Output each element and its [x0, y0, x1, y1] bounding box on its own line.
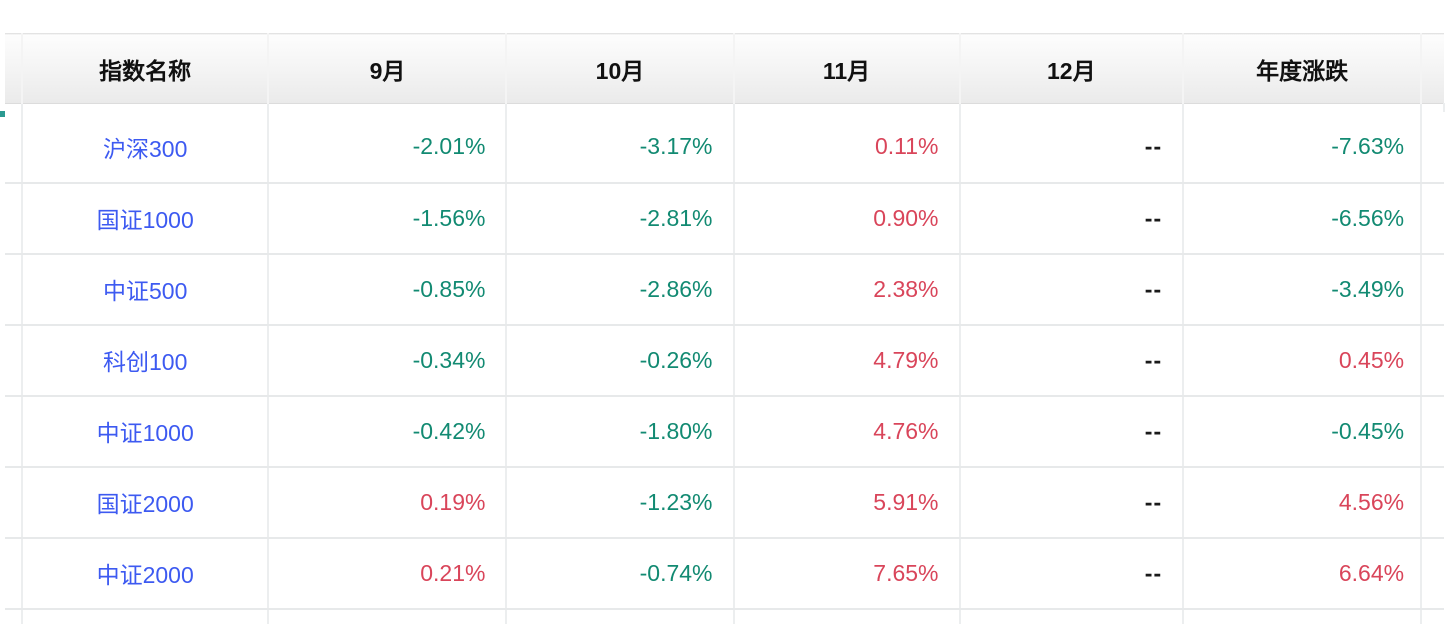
value-cell: -0.42% [268, 395, 508, 468]
value-cell: -- [959, 466, 1185, 539]
table-row: 中证1000 -0.42% -1.80% 4.76% -- -0.45% [5, 395, 1444, 468]
row-right-sliver [1421, 253, 1444, 326]
value-cell: 0.11% [733, 111, 961, 184]
value-cell: -1.80% [506, 395, 735, 468]
row-left-sliver [5, 537, 23, 610]
value-cell: -- [959, 395, 1185, 468]
table-row: 中证2000 0.21% -0.74% 7.65% -- 6.64% [5, 537, 1444, 610]
table-body: 沪深300 -2.01% -3.17% 0.11% -- -7.63% 国证1000 -1.5… [5, 111, 1444, 624]
header-september: 9月 [268, 33, 508, 104]
value-cell: -2.81% [506, 182, 735, 255]
table-row: 科创100 -0.34% -0.26% 4.79% -- 0.45% [5, 324, 1444, 397]
index-link[interactable]: 沪深300 [102, 135, 188, 162]
index-link[interactable]: 科创100 [102, 349, 188, 375]
header-left-sliver [5, 33, 23, 104]
index-name-cell: 科创100 [21, 324, 270, 397]
row-left-sliver [5, 466, 23, 539]
value-cell: -- [959, 182, 1185, 255]
index-name-cell: 中证1000 [21, 395, 270, 468]
row-left-sliver [5, 182, 23, 255]
value-cell: 6.64% [1183, 537, 1423, 610]
index-name-cell: 沪深300 [21, 111, 270, 184]
value-cell: -- [959, 324, 1185, 397]
index-link[interactable]: 国证1000 [96, 207, 194, 233]
table-header: 指数名称 9月 10月 11月 12月 年度涨跌 [5, 33, 1445, 112]
value-cell: 0.21% [268, 537, 508, 610]
value-cell: -- [959, 537, 1185, 610]
value-cell: 7.65% [733, 537, 961, 610]
index-name-cell: 国证2000 [21, 466, 270, 539]
value-cell: -0.34% [268, 324, 508, 397]
value-cell: -0.45% [1183, 395, 1423, 468]
row-right-sliver [1421, 324, 1444, 397]
value-cell: -6.56% [1183, 182, 1423, 255]
index-link[interactable]: 中证1000 [96, 420, 194, 446]
row-right-sliver [1421, 537, 1444, 610]
table-row: 国证2000 0.19% -1.23% 5.91% -- 4.56% [5, 466, 1444, 539]
row-right-sliver [1421, 466, 1444, 539]
index-name-cell: 中证500 [21, 253, 270, 326]
value-cell: -7.63% [1183, 111, 1423, 184]
value-cell: 4.76% [733, 395, 961, 468]
value-cell: 0.45% [1183, 324, 1423, 397]
index-name-cell: 国证1000 [21, 182, 270, 255]
index-link[interactable]: 中证500 [102, 278, 188, 304]
value-cell: 0.90% [733, 182, 961, 255]
index-link[interactable]: 国证2000 [96, 491, 194, 517]
header-index-name: 指数名称 [21, 33, 270, 104]
row-right-sliver [1421, 395, 1444, 468]
value-cell: -3.17% [506, 111, 735, 184]
row-left-sliver [5, 395, 23, 468]
header-gap-row [5, 103, 1445, 112]
row-right-sliver [1421, 182, 1444, 255]
value-cell: -2.86% [506, 253, 735, 326]
index-performance-table: 指数名称 9月 10月 11月 12月 年度涨跌 沪深300 -2.01% -3.1… [5, 33, 1445, 624]
value-cell: -2.01% [268, 111, 508, 184]
value-cell: 2.38% [733, 253, 961, 326]
value-cell: -0.85% [268, 253, 508, 326]
index-link[interactable]: 中证2000 [96, 562, 194, 588]
value-cell: -3.49% [1183, 253, 1423, 326]
value-cell: 0.19% [268, 466, 508, 539]
table-row: 国证1000 -1.56% -2.81% 0.90% -- -6.56% [5, 182, 1444, 255]
row-right-sliver [1421, 111, 1444, 184]
index-name-cell: 中证2000 [21, 537, 270, 610]
header-december: 12月 [959, 33, 1185, 104]
value-cell: -0.74% [506, 537, 735, 610]
value-cell: -1.56% [268, 182, 508, 255]
value-cell: -0.26% [506, 324, 735, 397]
value-cell: -1.23% [506, 466, 735, 539]
table-row: 中证500 -0.85% -2.86% 2.38% -- -3.49% [5, 253, 1444, 326]
value-cell: -- [959, 111, 1185, 184]
row-left-sliver [5, 253, 23, 326]
header-november: 11月 [733, 33, 961, 104]
partial-row [5, 608, 1444, 624]
value-cell: -- [959, 253, 1185, 326]
header-annual-change: 年度涨跌 [1183, 33, 1423, 104]
row-left-sliver [5, 111, 23, 184]
header-right-sliver [1421, 33, 1444, 104]
value-cell: 4.79% [733, 324, 961, 397]
value-cell: 5.91% [733, 466, 961, 539]
row-left-sliver [5, 324, 23, 397]
header-row: 指数名称 9月 10月 11月 12月 年度涨跌 [5, 33, 1444, 104]
header-october: 10月 [506, 33, 735, 104]
table-row: 沪深300 -2.01% -3.17% 0.11% -- -7.63% [5, 111, 1444, 184]
value-cell: 4.56% [1183, 466, 1423, 539]
